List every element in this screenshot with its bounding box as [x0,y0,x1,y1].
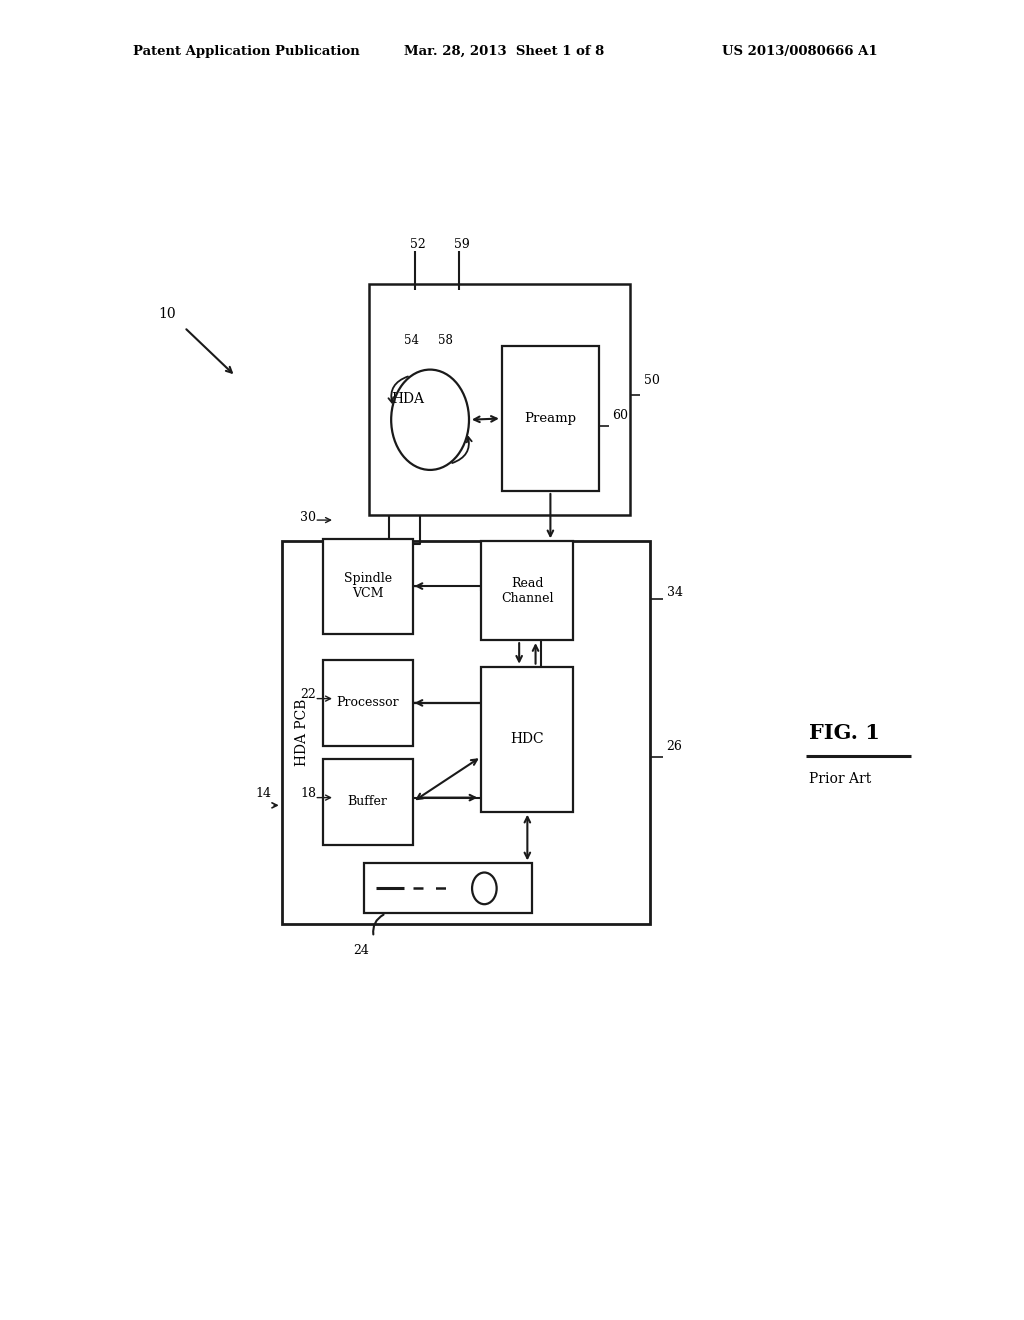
Text: FIG. 1: FIG. 1 [809,722,880,743]
Text: 50: 50 [644,375,660,387]
Bar [481,667,573,812]
Bar [323,539,413,634]
Text: 22: 22 [300,688,315,701]
Bar [282,541,650,924]
Text: 10: 10 [159,308,176,321]
Text: Processor: Processor [336,697,399,709]
Bar [323,759,413,845]
Text: Buffer: Buffer [348,796,387,808]
Text: Patent Application Publication: Patent Application Publication [133,45,359,58]
Text: Read
Channel: Read Channel [501,577,554,605]
Text: 54: 54 [404,334,420,347]
Text: 30: 30 [300,511,316,524]
Text: US 2013/0080666 A1: US 2013/0080666 A1 [722,45,878,58]
Bar [364,863,532,913]
Text: 52: 52 [410,238,425,251]
Text: 24: 24 [353,944,370,957]
Bar [502,346,599,491]
Text: HDA: HDA [391,392,424,407]
Text: Prior Art: Prior Art [809,772,871,785]
Text: 34: 34 [667,586,683,599]
Text: 14: 14 [255,787,271,800]
Text: Mar. 28, 2013  Sheet 1 of 8: Mar. 28, 2013 Sheet 1 of 8 [404,45,605,58]
Text: Spindle
VCM: Spindle VCM [344,572,391,601]
Bar [323,660,413,746]
Text: 60: 60 [612,409,629,422]
Text: 18: 18 [300,787,316,800]
Bar [481,541,573,640]
Text: HDA PCB: HDA PCB [295,698,309,767]
Text: 59: 59 [454,238,469,251]
Text: 26: 26 [667,741,683,752]
Bar [369,284,630,515]
Text: HDC: HDC [511,733,544,746]
Text: Preamp: Preamp [524,412,577,425]
Text: 58: 58 [438,334,454,347]
